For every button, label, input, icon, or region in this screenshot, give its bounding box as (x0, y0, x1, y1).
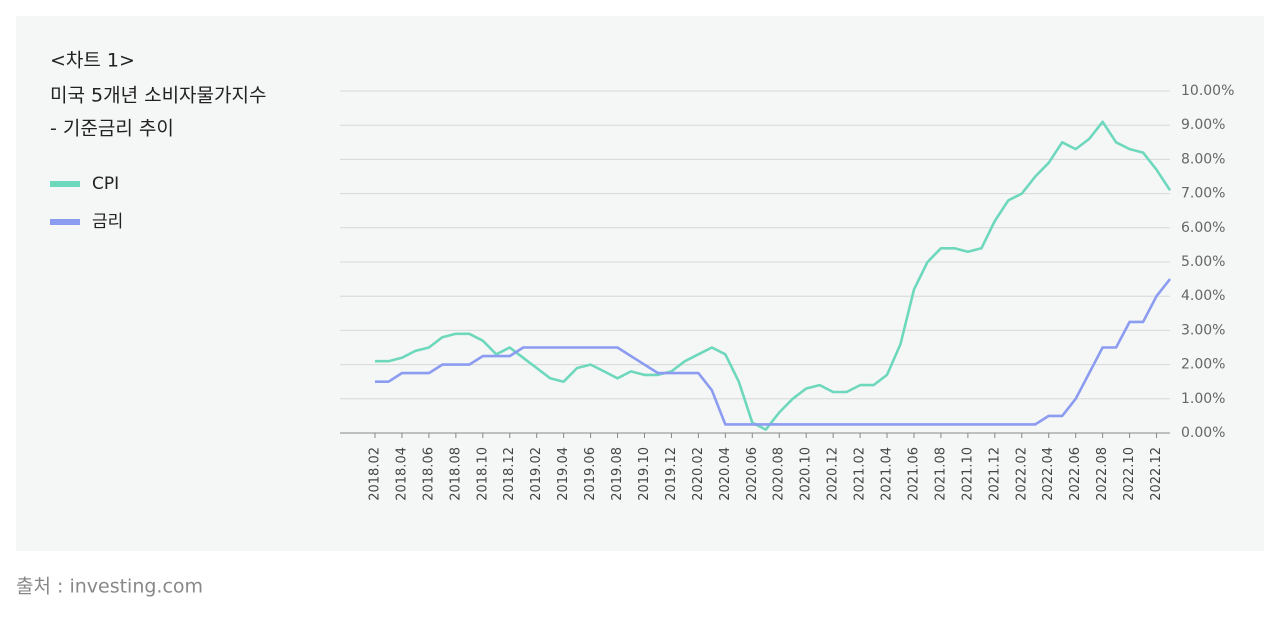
y-tick-label: 5.00% (1181, 254, 1225, 270)
x-tick-label: 2018.10 (475, 447, 490, 501)
x-tick-label: 2019.02 (529, 447, 544, 501)
x-tick-label: 2018.04 (394, 447, 409, 501)
x-tick-label: 2022.06 (1068, 447, 1083, 501)
x-tick-label: 2021.10 (960, 447, 975, 501)
x-tick-label: 2018.02 (368, 447, 383, 501)
chart-title: 미국 5개년 소비자물가지수 (50, 85, 266, 107)
x-tick-label: 2020.08 (772, 447, 787, 501)
legend-label: 금리 (92, 212, 123, 232)
x-tick-label: 2020.02 (691, 447, 706, 501)
x-tick-label: 2022.02 (1014, 447, 1029, 501)
x-tick-label: 2022.08 (1095, 447, 1110, 501)
x-tick-label: 2019.08 (610, 447, 625, 501)
x-tick-label: 2019.04 (556, 447, 571, 501)
legend-label: CPI (92, 174, 119, 194)
x-tick-label: 2021.08 (933, 447, 948, 501)
chart-title: - 기준금리 추이 (50, 118, 174, 140)
series-line (375, 120, 1172, 431)
x-tick-label: 2020.04 (718, 447, 733, 501)
y-tick-label: 0.00% (1181, 425, 1225, 441)
x-tick-label: 2020.10 (799, 447, 814, 501)
x-tick-label: 2018.08 (448, 447, 463, 501)
x-tick-label: 2020.06 (745, 447, 760, 501)
source: 출처 : investing.com (16, 576, 203, 598)
y-tick-label: 9.00% (1181, 117, 1225, 133)
x-tick-label: 2019.10 (637, 447, 652, 501)
y-tick-label: 6.00% (1181, 220, 1225, 236)
y-tick-label: 10.00% (1181, 83, 1234, 99)
y-tick-label: 2.00% (1181, 357, 1225, 373)
x-tick-label: 2022.10 (1122, 447, 1137, 501)
chart-title: <차트 1> (50, 50, 135, 72)
y-tick-label: 1.00% (1181, 391, 1225, 407)
x-tick-label: 2019.12 (664, 447, 679, 501)
x-tick-label: 2021.06 (906, 447, 921, 501)
x-tick-label: 2019.06 (583, 447, 598, 501)
x-tick-label: 2018.06 (421, 447, 436, 501)
x-tick-label: 2022.04 (1041, 447, 1056, 501)
x-tick-label: 2021.04 (880, 447, 895, 501)
panel (16, 16, 1264, 551)
x-tick-label: 2021.02 (853, 447, 868, 501)
x-tick-label: 2022.12 (1149, 447, 1164, 501)
x-tick-label: 2018.12 (502, 447, 517, 501)
series-line (375, 278, 1172, 426)
x-tick-label: 2021.12 (987, 447, 1002, 501)
x-tick-label: 2020.12 (826, 447, 841, 501)
y-tick-label: 4.00% (1181, 288, 1225, 304)
y-tick-label: 3.00% (1181, 322, 1225, 338)
y-tick-label: 7.00% (1181, 186, 1225, 202)
y-tick-label: 8.00% (1181, 151, 1225, 167)
